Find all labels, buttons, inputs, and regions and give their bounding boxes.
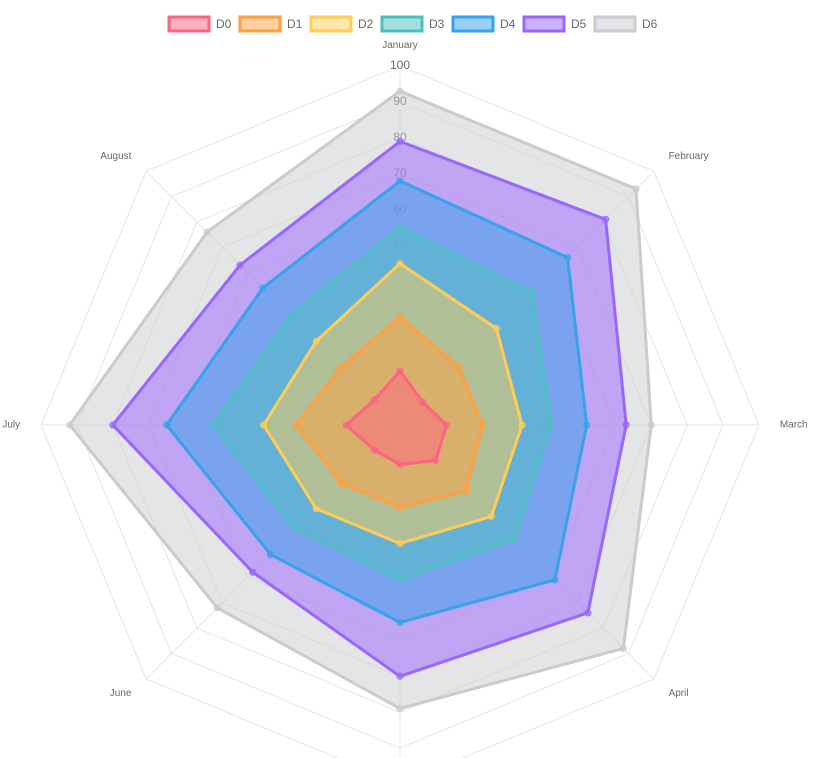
radar-point: [647, 421, 655, 429]
radar-point: [396, 137, 404, 145]
radar-point: [632, 185, 640, 193]
legend-swatch: [522, 15, 566, 33]
radar-point: [564, 253, 572, 261]
radar-point: [267, 550, 275, 558]
radar-point: [479, 421, 487, 429]
radar-point: [312, 337, 320, 345]
radar-point: [584, 609, 592, 617]
radar-point: [396, 672, 404, 680]
category-label: April: [669, 688, 689, 699]
radar-point: [259, 284, 267, 292]
radar-point: [396, 224, 404, 232]
r-tick-label: 100: [390, 58, 410, 72]
grid-ring: [40, 65, 760, 758]
radar-point: [396, 367, 404, 375]
radar-point: [342, 421, 350, 429]
radar-point: [396, 313, 404, 321]
radar-point: [396, 259, 404, 267]
radar-point: [510, 535, 518, 543]
legend-swatch: [167, 15, 211, 33]
radar-point: [583, 421, 591, 429]
radar-point: [338, 479, 346, 487]
radar-point: [487, 512, 495, 520]
radar-point: [371, 396, 379, 404]
category-label: July: [2, 420, 20, 431]
radar-point: [396, 460, 404, 468]
legend-label: D4: [500, 17, 516, 31]
radar-point: [396, 575, 404, 583]
category-label: March: [780, 420, 808, 431]
radar-point: [287, 312, 295, 320]
legend-swatch: [593, 15, 637, 33]
legend-label: D5: [571, 17, 587, 31]
radar-point: [462, 487, 470, 495]
radar-point: [338, 363, 346, 371]
radar-point: [528, 289, 536, 297]
radar-point: [551, 576, 559, 584]
radar-point: [419, 398, 427, 406]
radar-point: [622, 421, 630, 429]
radar-point: [260, 421, 268, 429]
legend-swatch: [238, 15, 282, 33]
dataset: [342, 367, 451, 468]
radar-point: [602, 215, 610, 223]
radar-point: [312, 505, 320, 513]
legend-swatch: [451, 15, 495, 33]
legend-swatch: [309, 15, 353, 33]
category-label: June: [110, 688, 132, 699]
radar-point: [203, 228, 211, 236]
radar-point: [432, 457, 440, 465]
radar-point: [163, 421, 171, 429]
legend-swatch: [380, 15, 424, 33]
radar-point: [109, 421, 117, 429]
radar-point: [396, 618, 404, 626]
radar-point: [396, 87, 404, 95]
radar-point: [443, 421, 451, 429]
tick-backdrop: [390, 59, 410, 73]
category-label: August: [100, 151, 131, 162]
radar-point: [396, 504, 404, 512]
radar-point: [454, 363, 462, 371]
legend-label: D0: [216, 17, 232, 31]
radar-point: [518, 421, 526, 429]
radar-point: [396, 539, 404, 547]
category-label: January: [382, 40, 418, 51]
radar-point: [213, 604, 221, 612]
category-label: February: [669, 151, 709, 162]
radar-point: [619, 644, 627, 652]
radar-point: [236, 261, 244, 269]
legend-label: D2: [358, 17, 374, 31]
legend-label: D3: [429, 17, 445, 31]
radar-point: [396, 705, 404, 713]
legend-label: D1: [287, 17, 303, 31]
radar-point: [547, 421, 555, 429]
radar-point: [371, 446, 379, 454]
radar-point: [292, 421, 300, 429]
radar-point: [396, 177, 404, 185]
radar-point: [66, 421, 74, 429]
radar-point: [209, 421, 217, 429]
radar-point: [492, 325, 500, 333]
radar-point: [292, 525, 300, 533]
radar-point: [249, 568, 257, 576]
legend-label: D6: [642, 17, 658, 31]
